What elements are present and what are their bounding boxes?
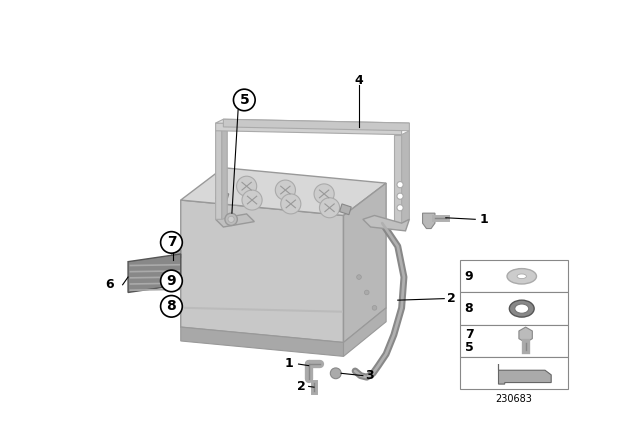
Text: 9: 9 [465,270,474,283]
Ellipse shape [517,274,526,279]
Polygon shape [340,204,351,215]
Bar [460,357,568,389]
Polygon shape [363,215,410,231]
Circle shape [397,181,403,188]
Circle shape [330,368,341,379]
Ellipse shape [507,269,536,284]
Bar [460,293,568,325]
Polygon shape [499,364,551,384]
Polygon shape [216,191,229,202]
Text: 5: 5 [239,93,249,107]
Circle shape [281,194,301,214]
Text: 8: 8 [465,302,474,315]
Circle shape [397,205,403,211]
Polygon shape [222,129,227,220]
Polygon shape [402,131,410,223]
Text: 2: 2 [447,292,455,305]
Circle shape [275,180,296,200]
Circle shape [234,89,255,111]
Circle shape [161,296,182,317]
Circle shape [225,213,237,225]
Text: 1: 1 [285,357,294,370]
Text: 7: 7 [166,235,176,250]
Polygon shape [422,213,435,228]
Polygon shape [172,250,180,260]
Circle shape [242,190,262,210]
Polygon shape [216,129,222,220]
Circle shape [372,306,377,310]
Circle shape [397,193,403,199]
Text: 9: 9 [166,274,176,288]
Text: 7: 7 [465,328,474,341]
Ellipse shape [515,304,529,313]
Circle shape [356,275,362,280]
Circle shape [237,176,257,196]
Text: 1: 1 [480,213,489,226]
Polygon shape [216,214,254,227]
Bar [460,260,568,293]
Text: 2: 2 [296,380,305,393]
Polygon shape [180,327,344,356]
Polygon shape [344,183,386,343]
Polygon shape [223,119,410,131]
Circle shape [314,184,334,204]
Text: 6: 6 [105,278,114,291]
Polygon shape [128,254,180,293]
Circle shape [364,290,369,295]
Circle shape [161,232,182,253]
Ellipse shape [509,300,534,317]
Polygon shape [180,200,344,343]
Bar [460,325,568,357]
Text: 4: 4 [355,74,364,87]
Polygon shape [216,119,410,127]
Circle shape [228,216,234,222]
Text: 230683: 230683 [495,394,532,404]
Text: 3: 3 [365,369,374,382]
Text: 8: 8 [166,299,177,313]
Text: 5: 5 [465,340,474,353]
Polygon shape [216,123,402,134]
Polygon shape [394,134,402,223]
Polygon shape [344,308,386,356]
Circle shape [319,198,340,218]
Polygon shape [180,168,386,215]
Circle shape [161,270,182,292]
